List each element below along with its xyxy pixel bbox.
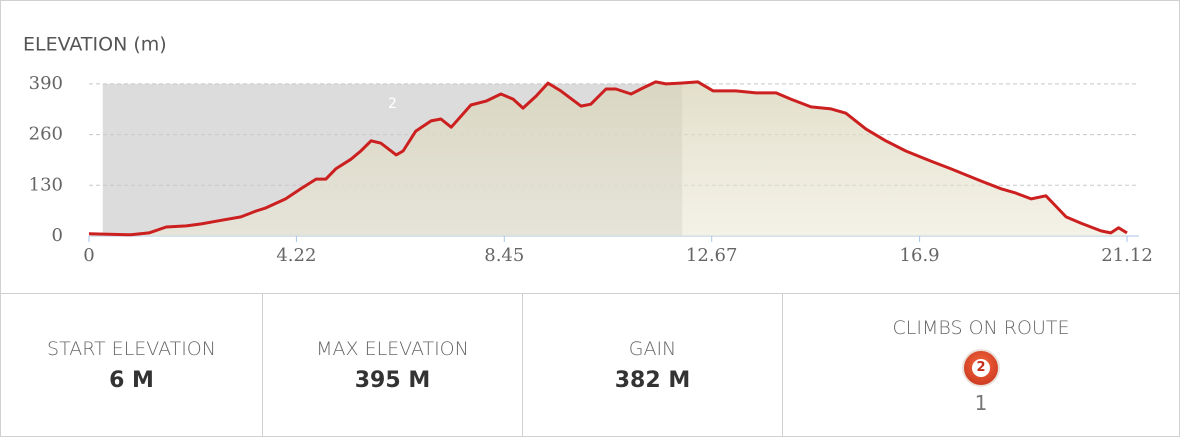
stat-cell: MAX ELEVATION 395 M: [263, 294, 523, 437]
stat-label: CLIMBS ON ROUTE: [892, 316, 1070, 339]
stats-row: START ELEVATION 6 M MAX ELEVATION 395 M …: [1, 293, 1179, 437]
stat-value: 1: [974, 390, 988, 415]
elevation-line: [88, 80, 1128, 237]
stat-value: 6 M: [109, 368, 154, 393]
stat-label: GAIN: [628, 338, 677, 360]
x-tick-label: 8.45: [484, 245, 524, 266]
chart-title: ELEVATION (m): [23, 34, 167, 56]
stat-cell: CLIMBS ON ROUTE 2 1: [783, 294, 1179, 437]
stat-cell: START ELEVATION 6 M: [1, 294, 263, 437]
y-tick-label: 390: [29, 73, 63, 94]
climb-badge-label: 2: [972, 358, 990, 377]
elevation-area: [89, 81, 1127, 237]
stat-label: MAX ELEVATION: [316, 338, 469, 360]
x-tick-label: 16.9: [900, 245, 940, 266]
y-tick-label: 260: [29, 124, 63, 145]
x-tick-label: 12.67: [686, 245, 738, 266]
y-tick-label: 130: [29, 174, 63, 195]
stat-cell: GAIN 382 M: [523, 294, 783, 437]
climb-label: 2: [388, 96, 397, 112]
climb-badge[interactable]: 2: [962, 348, 1000, 387]
x-tick-label: 4.22: [276, 245, 316, 266]
stat-label: START ELEVATION: [47, 338, 216, 360]
chart: ELEVATION (m) 0 130 260 390 0 4.22 8.45 12.67 16…: [23, 34, 1153, 267]
y-tick-label: 0: [52, 225, 63, 246]
stat-value: 395 M: [354, 368, 431, 393]
stat-value: 382 M: [614, 368, 691, 393]
x-tick-label: 0: [83, 245, 94, 266]
x-tick-label: 21.12: [1101, 245, 1153, 266]
